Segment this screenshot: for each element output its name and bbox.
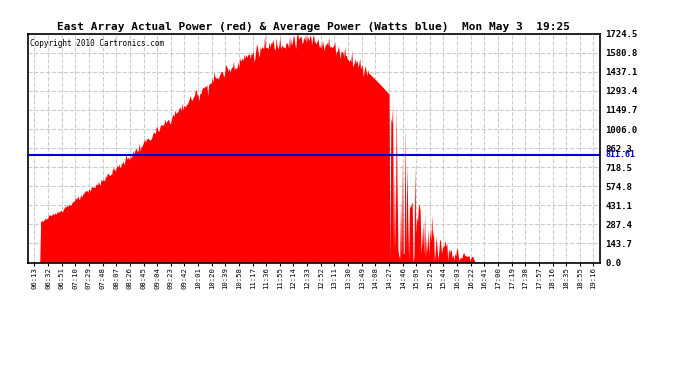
Text: Copyright 2010 Cartronics.com: Copyright 2010 Cartronics.com — [30, 39, 165, 48]
Text: 811.61: 811.61 — [606, 150, 636, 159]
Title: East Array Actual Power (red) & Average Power (Watts blue)  Mon May 3  19:25: East Array Actual Power (red) & Average … — [57, 22, 571, 32]
